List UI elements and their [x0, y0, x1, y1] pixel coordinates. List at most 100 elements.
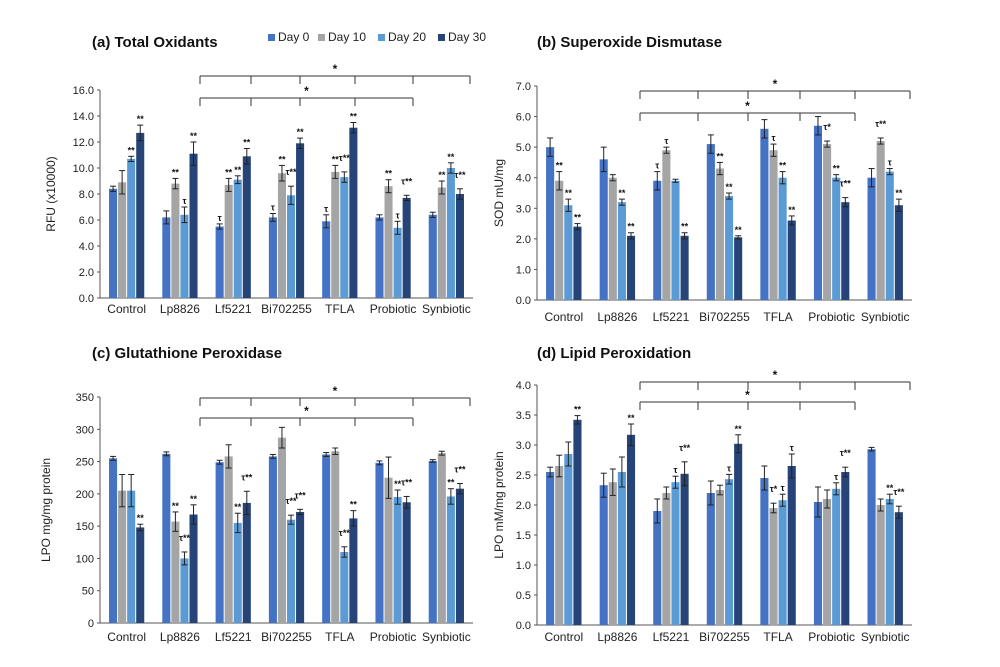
bar	[725, 479, 734, 625]
x-tick-label: Lp8826	[597, 630, 637, 644]
x-tick-label: Probiotic	[370, 630, 417, 644]
significance-mark: **	[574, 213, 582, 223]
bar	[599, 159, 608, 300]
bar	[662, 150, 671, 300]
x-tick-label: Lp8826	[160, 630, 200, 644]
bar	[296, 511, 305, 623]
bar	[215, 462, 224, 623]
x-tick-label: Control	[107, 630, 146, 644]
bar	[180, 558, 189, 623]
bar	[564, 454, 573, 625]
bar	[573, 419, 582, 625]
bar	[626, 434, 636, 625]
significance-mark: **	[556, 161, 564, 171]
chart-panel-2: (b) Superoxide Dismutase SOD mU/mg 0.0 1.0 2…	[492, 34, 912, 324]
bar	[277, 173, 286, 298]
bar	[268, 456, 277, 623]
y-tick-label: 3.0	[516, 203, 531, 215]
bar	[455, 194, 464, 298]
x-tick-label: Probiotic	[370, 302, 417, 316]
y-tick-label: 16.0	[73, 85, 94, 97]
y-tick-label: 50	[82, 586, 94, 598]
bar	[832, 488, 841, 625]
bar	[778, 177, 787, 300]
x-tick-label: Bi702255	[261, 630, 312, 644]
significance-mark: **	[779, 161, 787, 171]
significance-mark: **	[833, 164, 841, 174]
y-tick-label: 4.0	[516, 173, 531, 185]
x-tick-label: Bi702255	[699, 630, 750, 644]
x-tick-label: Synbiotic	[422, 630, 471, 644]
significance-mark: τ	[271, 203, 275, 213]
y-axis-label: LPO mg/mg protein	[39, 458, 53, 562]
bracket-significance: *	[745, 388, 750, 402]
bar	[787, 466, 796, 625]
significance-mark: τ**	[840, 448, 852, 458]
significance-mark: τ**	[679, 443, 691, 453]
significance-mark: **	[225, 167, 233, 177]
significance-mark: τ*	[823, 122, 831, 132]
bar	[322, 454, 331, 623]
bar	[671, 180, 680, 300]
significance-mark: **	[438, 170, 446, 180]
bar	[340, 551, 349, 623]
significance-mark: τ**	[401, 477, 413, 487]
bar	[546, 147, 555, 300]
y-tick-label: 0.5	[516, 590, 531, 602]
bar	[331, 171, 340, 298]
bracket-significance: *	[333, 384, 338, 398]
significance-mark: **	[628, 222, 636, 232]
significance-mark: **	[886, 483, 894, 493]
bar	[118, 490, 127, 623]
significance-mark: **	[788, 205, 796, 215]
bar	[224, 456, 233, 623]
significance-mark: τ**	[454, 170, 466, 180]
y-tick-label: 300	[76, 424, 94, 436]
legend-label: Day 0	[278, 30, 310, 44]
significance-mark: τ**	[295, 490, 307, 500]
bar	[393, 227, 402, 298]
chart-title: (c) Glutathione Peroxidase	[92, 345, 282, 362]
bar	[322, 221, 331, 298]
bar	[823, 499, 832, 625]
significance-mark: τ	[772, 133, 776, 143]
bar	[760, 128, 769, 300]
significance-mark: τ**	[286, 167, 298, 177]
significance-mark: **	[735, 225, 743, 235]
significance-mark: **	[447, 478, 455, 488]
y-tick-label: 1.5	[516, 530, 531, 542]
bar	[428, 214, 437, 298]
bar	[653, 511, 662, 625]
significance-mark: τ*	[770, 484, 778, 494]
bar	[813, 125, 823, 300]
significance-mark: τ	[324, 204, 328, 214]
legend-swatch	[318, 34, 325, 41]
significance-mark: τ	[655, 161, 659, 171]
y-tick-label: 3.0	[516, 440, 531, 452]
bar	[242, 502, 251, 623]
y-axis-label: LPO mM/mg protein	[492, 451, 506, 558]
bar	[680, 473, 689, 625]
bar	[671, 482, 680, 625]
bar	[894, 205, 903, 300]
bar	[437, 187, 446, 298]
significance-mark: τ	[664, 136, 668, 146]
bar	[171, 521, 180, 623]
bracket-significance: *	[304, 84, 309, 98]
bar	[296, 143, 305, 298]
y-tick-label: 0.0	[516, 620, 531, 632]
chart-panel-3: (c) Glutathione Peroxidase LPO mg/mg prot…	[39, 345, 473, 644]
bar	[662, 493, 671, 625]
bar	[402, 502, 411, 623]
bar	[885, 499, 894, 625]
bar	[233, 522, 242, 623]
significance-mark: **	[137, 513, 145, 523]
bar	[109, 188, 118, 298]
x-tick-label: Lf5221	[653, 630, 690, 644]
y-tick-label: 6.0	[79, 215, 94, 227]
y-tick-label: 200	[76, 489, 94, 501]
y-tick-label: 6.0	[516, 112, 531, 124]
x-tick-label: Lf5221	[215, 630, 252, 644]
chart-title: (a) Total Oxidants	[92, 34, 218, 51]
bar	[375, 462, 384, 623]
